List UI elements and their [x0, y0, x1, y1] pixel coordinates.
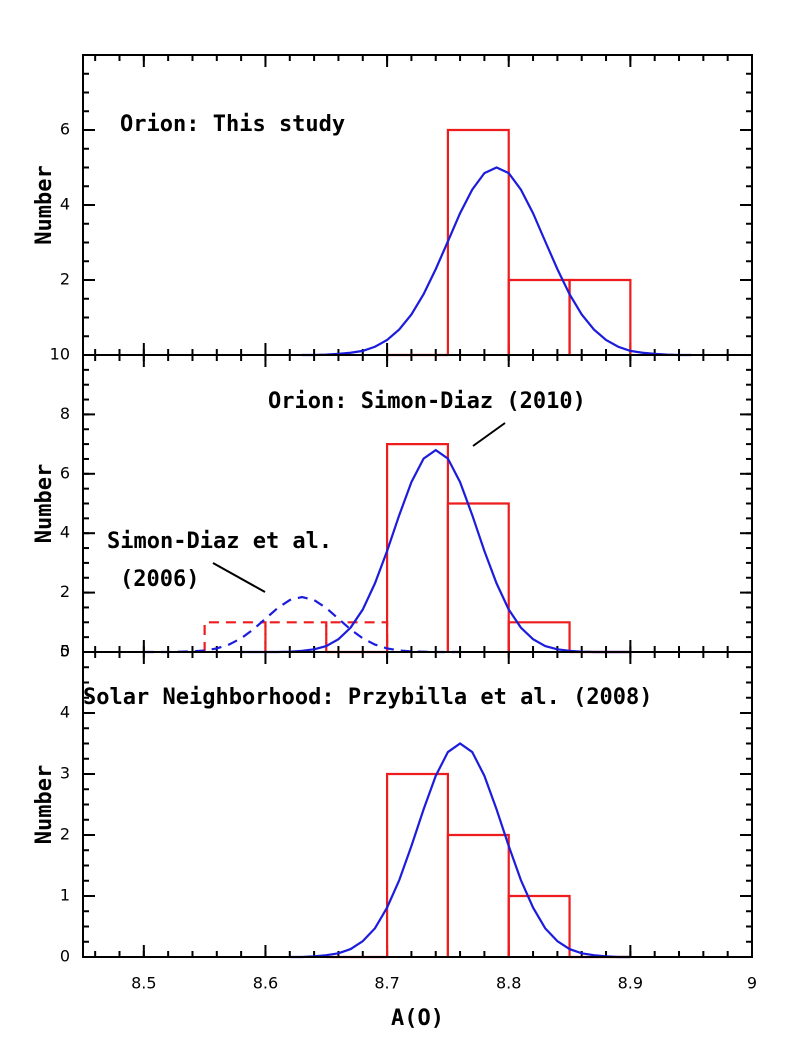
y-tick-label: 2 — [60, 825, 70, 844]
y-axis-label: Number — [32, 765, 57, 844]
fit-curve — [289, 742, 631, 959]
y-tick-label: 2 — [60, 270, 70, 289]
y-tick-label: 2 — [60, 582, 70, 601]
fit-curve — [143, 595, 461, 654]
histogram-bar — [568, 278, 632, 355]
y-tick-label: 4 — [60, 195, 70, 214]
y-axis-label: Number — [32, 165, 57, 244]
x-tick-label: 8.8 — [496, 974, 521, 993]
histogram-bar — [385, 772, 450, 957]
histogram-bar — [446, 833, 510, 957]
y-axis-label: Number — [32, 464, 57, 543]
y-tick-label: 6 — [60, 463, 70, 482]
panel-frame — [82, 54, 753, 356]
y-tick-label: 10 — [50, 345, 70, 364]
histogram-bar — [507, 894, 571, 957]
annotation: Orion: This study — [120, 112, 345, 137]
y-tick-label: 0 — [60, 642, 70, 661]
fit-curve — [301, 166, 692, 357]
histogram-bar — [446, 128, 510, 355]
histogram-bar — [507, 621, 571, 652]
histogram-bar — [325, 621, 389, 652]
y-tick-label: 1 — [60, 886, 70, 905]
x-tick-label: 8.7 — [374, 974, 399, 993]
x-tick-label: 8.5 — [131, 974, 156, 993]
leader-line — [212, 562, 266, 593]
x-tick-label: 9 — [747, 974, 757, 993]
annotation: Orion: Simon-Diaz (2010) — [268, 389, 586, 414]
histogram-bar — [203, 621, 267, 652]
histogram-bar — [507, 278, 571, 355]
y-tick-label: 4 — [60, 703, 70, 722]
annotation: Simon-Diaz et al. — [107, 529, 332, 554]
x-tick-label: 8.6 — [253, 974, 278, 993]
x-tick-label: 8.9 — [618, 974, 643, 993]
annotation: (2006) — [120, 567, 199, 592]
y-tick-label: 8 — [60, 404, 70, 423]
x-axis-label: A(O) — [391, 1006, 444, 1031]
y-tick-label: 4 — [60, 523, 70, 542]
fit-curve — [241, 448, 631, 654]
y-tick-label: 6 — [60, 120, 70, 139]
histogram-bar — [264, 621, 328, 652]
annotation: Solar Neighborhood: Przybilla et al. (20… — [83, 685, 653, 710]
y-tick-label: 5 — [60, 642, 70, 661]
histogram-bar — [385, 443, 450, 652]
panel-frame — [82, 651, 753, 958]
histogram-bar — [446, 502, 510, 652]
y-tick-label: 0 — [60, 947, 70, 966]
y-tick-label: 3 — [60, 764, 70, 783]
leader-line — [472, 422, 506, 447]
